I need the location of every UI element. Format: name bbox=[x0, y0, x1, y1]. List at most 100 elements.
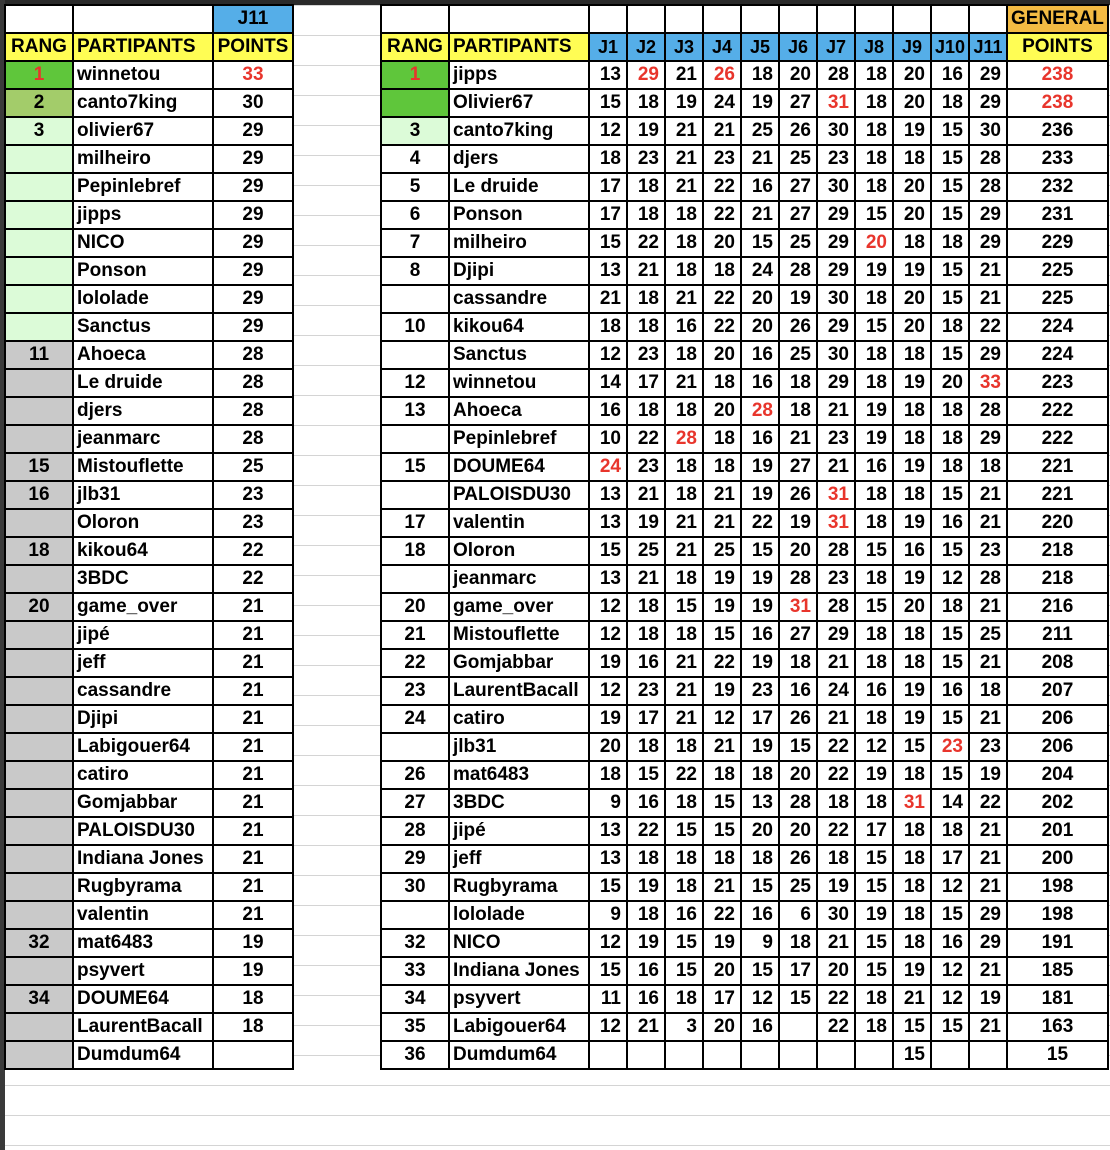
round-score-cell[interactable]: 19 bbox=[854, 396, 894, 426]
rang-cell[interactable]: 16 bbox=[4, 480, 74, 510]
total-points-cell[interactable]: 221 bbox=[1006, 452, 1109, 482]
round-score-cell[interactable]: 19 bbox=[740, 564, 780, 594]
round-label-cell[interactable]: J11 bbox=[212, 4, 294, 34]
points-cell[interactable]: 29 bbox=[212, 312, 294, 342]
round-score-cell[interactable]: 23 bbox=[740, 676, 780, 706]
round-score-cell[interactable]: 16 bbox=[588, 396, 628, 426]
round-score-cell[interactable]: 15 bbox=[892, 732, 932, 762]
round-score-cell[interactable]: 21 bbox=[892, 984, 932, 1014]
round-score-cell[interactable]: 18 bbox=[626, 844, 666, 874]
round-score-cell[interactable]: 29 bbox=[968, 60, 1008, 90]
points-cell[interactable]: 21 bbox=[212, 732, 294, 762]
round-score-cell[interactable]: 13 bbox=[588, 480, 628, 510]
round-score-cell[interactable]: 15 bbox=[588, 872, 628, 902]
round-score-cell[interactable]: 18 bbox=[816, 788, 856, 818]
round-score-cell[interactable]: 27 bbox=[778, 172, 818, 202]
points-cell[interactable]: 28 bbox=[212, 340, 294, 370]
participant-name-cell[interactable]: jlb31 bbox=[72, 480, 214, 510]
empty-cell[interactable] bbox=[854, 4, 894, 34]
round-score-cell[interactable]: 19 bbox=[778, 508, 818, 538]
participant-name-cell[interactable]: Labigouer64 bbox=[448, 1012, 590, 1042]
round-score-cell[interactable]: 22 bbox=[702, 312, 742, 342]
round-score-cell[interactable]: 22 bbox=[816, 760, 856, 790]
round-score-cell[interactable]: 28 bbox=[816, 536, 856, 566]
rang-cell[interactable] bbox=[380, 564, 450, 594]
rang-cell[interactable] bbox=[4, 424, 74, 454]
round-score-cell[interactable]: 21 bbox=[702, 508, 742, 538]
round-score-cell[interactable]: 18 bbox=[626, 172, 666, 202]
round-score-cell[interactable]: 22 bbox=[626, 816, 666, 846]
round-score-cell[interactable]: 15 bbox=[930, 704, 970, 734]
round-score-cell[interactable]: 21 bbox=[816, 452, 856, 482]
round-score-cell[interactable]: 13 bbox=[740, 788, 780, 818]
rang-cell[interactable] bbox=[4, 732, 74, 762]
round-score-cell[interactable]: 15 bbox=[588, 956, 628, 986]
total-points-cell[interactable]: 224 bbox=[1006, 340, 1109, 370]
round-score-cell[interactable]: 22 bbox=[664, 760, 704, 790]
round-score-cell[interactable]: 16 bbox=[626, 984, 666, 1014]
round-score-cell[interactable]: 15 bbox=[588, 88, 628, 118]
round-score-cell[interactable]: 31 bbox=[778, 592, 818, 622]
round-score-cell[interactable]: 29 bbox=[968, 228, 1008, 258]
round-score-cell[interactable]: 21 bbox=[702, 116, 742, 146]
rang-cell[interactable]: 26 bbox=[380, 760, 450, 790]
round-score-cell[interactable]: 19 bbox=[740, 88, 780, 118]
rang-cell[interactable] bbox=[4, 956, 74, 986]
round-score-cell[interactable]: 27 bbox=[778, 620, 818, 650]
round-score-cell[interactable]: 18 bbox=[854, 620, 894, 650]
total-points-cell[interactable]: 191 bbox=[1006, 928, 1109, 958]
round-score-cell[interactable]: 20 bbox=[702, 396, 742, 426]
round-score-cell[interactable]: 19 bbox=[854, 424, 894, 454]
participant-name-cell[interactable]: jipps bbox=[72, 200, 214, 230]
round-score-cell[interactable]: 15 bbox=[930, 144, 970, 174]
round-score-cell[interactable]: 25 bbox=[778, 340, 818, 370]
round-score-cell[interactable] bbox=[664, 1040, 704, 1070]
round-score-cell[interactable]: 28 bbox=[968, 564, 1008, 594]
participant-name-cell[interactable]: psyvert bbox=[72, 956, 214, 986]
round-score-cell[interactable]: 12 bbox=[854, 732, 894, 762]
total-points-cell[interactable]: 231 bbox=[1006, 200, 1109, 230]
participant-name-cell[interactable]: NICO bbox=[448, 928, 590, 958]
rang-cell[interactable] bbox=[4, 284, 74, 314]
round-score-cell[interactable]: 22 bbox=[702, 284, 742, 314]
round-score-cell[interactable]: 21 bbox=[664, 676, 704, 706]
round-score-cell[interactable]: 15 bbox=[778, 732, 818, 762]
points-cell[interactable]: 29 bbox=[212, 284, 294, 314]
round-score-cell[interactable]: 20 bbox=[816, 956, 856, 986]
points-cell[interactable]: 22 bbox=[212, 564, 294, 594]
round-score-cell[interactable]: 15 bbox=[740, 872, 780, 902]
round-score-cell[interactable]: 18 bbox=[854, 60, 894, 90]
round-score-cell[interactable]: 23 bbox=[930, 732, 970, 762]
round-score-cell[interactable]: 16 bbox=[740, 368, 780, 398]
round-score-cell[interactable]: 27 bbox=[778, 452, 818, 482]
round-score-cell[interactable]: 21 bbox=[968, 592, 1008, 622]
round-score-cell[interactable]: 25 bbox=[778, 228, 818, 258]
round-score-cell[interactable]: 19 bbox=[626, 508, 666, 538]
round-score-cell[interactable]: 21 bbox=[626, 564, 666, 594]
round-score-cell[interactable]: 12 bbox=[588, 340, 628, 370]
round-score-cell[interactable]: 25 bbox=[740, 116, 780, 146]
total-points-cell[interactable]: 185 bbox=[1006, 956, 1109, 986]
round-score-cell[interactable]: 21 bbox=[816, 928, 856, 958]
round-score-cell[interactable]: 18 bbox=[740, 844, 780, 874]
round-header-j5[interactable]: J5 bbox=[740, 32, 780, 62]
round-score-cell[interactable]: 17 bbox=[930, 844, 970, 874]
empty-cell[interactable] bbox=[448, 4, 590, 34]
empty-cell[interactable] bbox=[892, 4, 932, 34]
points-cell[interactable]: 29 bbox=[212, 200, 294, 230]
participant-name-cell[interactable]: LaurentBacall bbox=[448, 676, 590, 706]
round-score-cell[interactable]: 16 bbox=[740, 172, 780, 202]
empty-cell[interactable] bbox=[816, 4, 856, 34]
rang-cell[interactable] bbox=[4, 620, 74, 650]
points-cell[interactable]: 21 bbox=[212, 676, 294, 706]
round-score-cell[interactable]: 21 bbox=[740, 200, 780, 230]
total-points-cell[interactable]: 198 bbox=[1006, 872, 1109, 902]
round-score-cell[interactable]: 19 bbox=[968, 760, 1008, 790]
round-score-cell[interactable]: 28 bbox=[778, 256, 818, 286]
round-score-cell[interactable]: 29 bbox=[816, 368, 856, 398]
rang-cell[interactable]: 1 bbox=[4, 60, 74, 90]
round-score-cell[interactable]: 12 bbox=[588, 116, 628, 146]
round-score-cell[interactable]: 19 bbox=[588, 648, 628, 678]
round-score-cell[interactable]: 18 bbox=[626, 592, 666, 622]
round-score-cell[interactable]: 14 bbox=[930, 788, 970, 818]
